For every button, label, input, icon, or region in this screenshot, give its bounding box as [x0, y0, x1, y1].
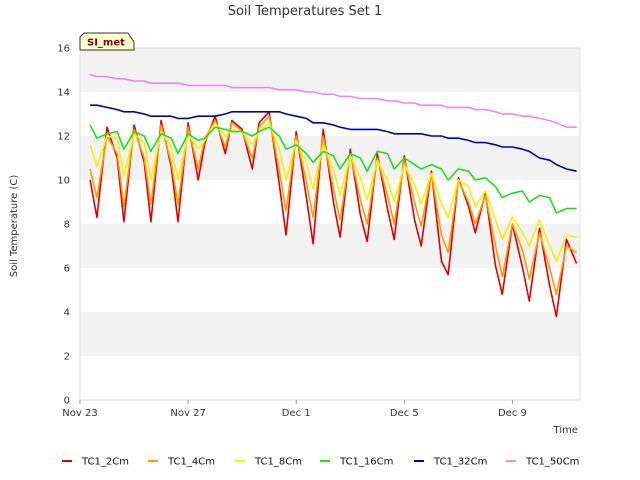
- x-tick-label: Nov 23: [62, 408, 97, 419]
- legend-label: TC1_2Cm: [81, 457, 129, 468]
- x-axis-ticks: Nov 23 Nov 27 Dec 1 Dec 5 Dec 9: [62, 400, 527, 419]
- series-line-tc1-4cm: [89, 115, 578, 296]
- x-tick-label: Dec 9: [498, 408, 527, 419]
- y-tick-label: 0: [64, 396, 70, 407]
- plot-frame: [79, 47, 581, 401]
- legend-label: TC1_8Cm: [254, 457, 302, 468]
- series-line-tc1-8cm: [89, 122, 577, 263]
- badge-label: SI_met: [87, 38, 125, 49]
- y-axis-label: Soil Temperature (C): [9, 175, 20, 278]
- grid-band: [80, 356, 580, 400]
- legend-label: TC1_4Cm: [167, 457, 215, 468]
- series-line-tc1-50cm: [89, 73, 577, 128]
- y-tick-label: 8: [64, 220, 70, 231]
- y-axis-ticks: 0 2 4 6 8 10 12 14 16: [57, 44, 70, 407]
- grid-band: [80, 224, 580, 268]
- chart-title: Soil Temperatures Set 1: [228, 4, 383, 19]
- y-tick-label: 6: [64, 264, 70, 275]
- plot-background-bands: [80, 48, 580, 400]
- grid-band: [80, 48, 580, 92]
- x-tick-label: Nov 27: [170, 408, 205, 419]
- legend-label: TC1_16Cm: [339, 457, 393, 468]
- x-tick-label: Dec 5: [390, 408, 419, 419]
- y-tick-label: 14: [57, 88, 70, 99]
- legend-label: TC1_32Cm: [433, 457, 487, 468]
- series-line-tc1-32cm: [90, 104, 577, 172]
- x-axis-label: Time: [553, 425, 578, 436]
- grid-band: [80, 268, 580, 312]
- badge-shape: [79, 32, 135, 51]
- legend-label: TC1_50Cm: [525, 457, 579, 468]
- y-tick-label: 2: [64, 352, 70, 363]
- station-badge: SI_met: [79, 32, 135, 51]
- legend: TC1_2Cm TC1_4Cm TC1_8Cm TC1_16Cm TC1_32Cm TC1…: [62, 457, 579, 468]
- y-tick-label: 10: [57, 176, 70, 187]
- grid-band: [80, 312, 580, 356]
- series-lines: [89, 73, 578, 318]
- y-tick-label: 4: [64, 308, 70, 319]
- x-tick-label: Dec 1: [282, 408, 311, 419]
- series-line-tc1-16cm: [89, 124, 577, 214]
- y-tick-label: 16: [57, 44, 70, 55]
- y-tick-label: 12: [57, 132, 70, 143]
